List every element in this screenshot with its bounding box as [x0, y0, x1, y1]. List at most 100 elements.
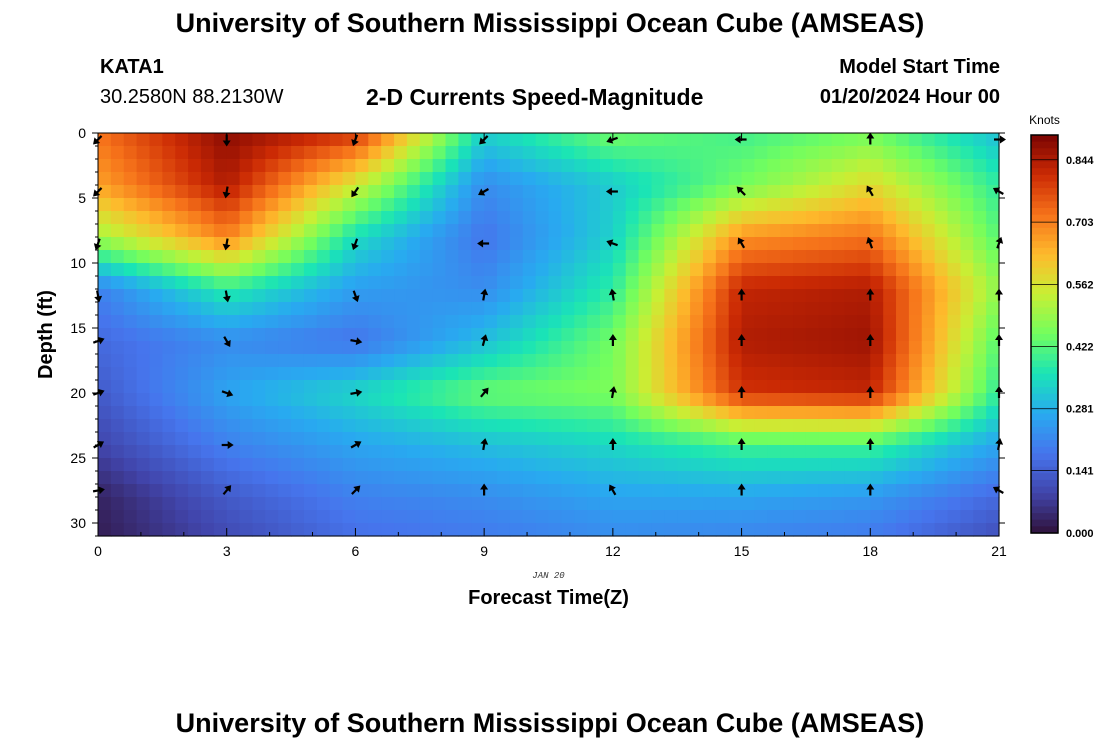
- heatmap-cell: [831, 406, 846, 420]
- heatmap-cell: [355, 510, 369, 524]
- heatmap-cell: [805, 211, 820, 225]
- heatmap-cell: [728, 393, 743, 407]
- heatmap-cell: [458, 419, 472, 433]
- heatmap-cell: [857, 458, 871, 472]
- heatmap-cell: [226, 211, 241, 225]
- heatmap-cell: [715, 146, 730, 160]
- heatmap-cell: [355, 328, 369, 342]
- heatmap-cell: [342, 172, 357, 186]
- heatmap-cell: [883, 328, 897, 342]
- current-arrow: [222, 485, 232, 496]
- heatmap-cell: [690, 484, 704, 498]
- heatmap-cell: [278, 406, 292, 420]
- heatmap-cell: [870, 211, 884, 225]
- heatmap-cell: [844, 445, 859, 459]
- heatmap-cell: [213, 341, 228, 355]
- heatmap-cell: [599, 276, 614, 290]
- heatmap-cell: [291, 419, 305, 433]
- heatmap-cell: [252, 224, 266, 238]
- heatmap-cell: [896, 458, 910, 472]
- heatmap-cell: [136, 510, 151, 524]
- heatmap-cell: [522, 328, 537, 342]
- heatmap-cell: [368, 302, 382, 316]
- heatmap-cell: [445, 263, 459, 277]
- heatmap-cell: [123, 341, 138, 355]
- y-axis-label: Depth (ft): [35, 290, 57, 379]
- heatmap-cell: [445, 198, 459, 212]
- heatmap-cell: [780, 354, 794, 368]
- heatmap-cell: [509, 484, 524, 498]
- heatmap-cell: [213, 159, 228, 173]
- heatmap-cell: [406, 328, 421, 342]
- colorbar-segment: [1031, 247, 1058, 255]
- heatmap-cell: [162, 263, 176, 277]
- heatmap-cell: [226, 354, 241, 368]
- heatmap-cell: [329, 471, 344, 485]
- heatmap-cell: [921, 523, 936, 537]
- heatmap-cell: [458, 224, 472, 238]
- heatmap-cell: [368, 237, 382, 251]
- heatmap-cell: [200, 380, 215, 394]
- heatmap-cell: [445, 328, 459, 342]
- colorbar-tick-label: 0.422: [1066, 341, 1094, 353]
- heatmap-cell: [252, 198, 266, 212]
- heatmap-cell: [200, 497, 215, 511]
- heatmap-cell: [239, 224, 254, 238]
- heatmap-cell: [715, 211, 730, 225]
- heatmap-cell: [908, 315, 923, 329]
- heatmap-cell: [908, 497, 923, 511]
- heatmap-cell: [213, 133, 228, 147]
- heatmap-cell: [921, 458, 936, 472]
- heatmap-cell: [394, 172, 408, 186]
- heatmap-cell: [702, 419, 717, 433]
- heatmap-cell: [252, 289, 266, 303]
- arrow-head: [355, 388, 363, 397]
- heatmap-cell: [934, 510, 949, 524]
- heatmap-cell: [677, 354, 691, 368]
- heatmap-cell: [702, 497, 717, 511]
- arrow-head: [479, 137, 487, 145]
- heatmap-cell: [664, 224, 678, 238]
- heatmap-cell: [548, 211, 562, 225]
- heatmap-cell: [805, 497, 820, 511]
- heatmap-cell: [252, 185, 266, 199]
- heatmap-cell: [587, 159, 601, 173]
- heatmap-cell: [98, 185, 112, 199]
- heatmap-cell: [587, 484, 601, 498]
- heatmap-cell: [599, 471, 614, 485]
- heatmap-cell: [702, 302, 717, 316]
- heatmap-cell: [136, 237, 151, 251]
- heatmap-cell: [265, 146, 279, 160]
- heatmap-cell: [394, 523, 408, 537]
- heatmap-cell: [986, 354, 1000, 368]
- heatmap-cell: [548, 289, 562, 303]
- heatmap-cell: [406, 172, 421, 186]
- heatmap-cell: [664, 211, 678, 225]
- heatmap-cell: [252, 328, 266, 342]
- heatmap-cell: [754, 146, 768, 160]
- heatmap-cell: [278, 198, 292, 212]
- heatmap-cell: [741, 354, 756, 368]
- heatmap-cell: [149, 133, 163, 147]
- heatmap-cell: [561, 172, 575, 186]
- heatmap-cell: [561, 146, 575, 160]
- heatmap-cell: [535, 458, 550, 472]
- heatmap-cell: [394, 133, 408, 147]
- heatmap-cell: [754, 341, 768, 355]
- heatmap-cell: [123, 185, 138, 199]
- heatmap-cell: [484, 419, 498, 433]
- heatmap-cell: [754, 302, 768, 316]
- heatmap-cell: [921, 198, 936, 212]
- heatmap-cell: [651, 224, 665, 238]
- heatmap-cell: [896, 315, 910, 329]
- heatmap-cell: [162, 523, 176, 537]
- heatmap-cell: [728, 276, 743, 290]
- heatmap-cell: [870, 198, 884, 212]
- colorbar-segment: [1031, 499, 1058, 508]
- heatmap-cell: [715, 445, 730, 459]
- heatmap-cell: [587, 497, 601, 511]
- heatmap-cell: [934, 302, 949, 316]
- heatmap-cell: [394, 341, 408, 355]
- heatmap-cell: [213, 393, 228, 407]
- heatmap-cell: [136, 484, 151, 498]
